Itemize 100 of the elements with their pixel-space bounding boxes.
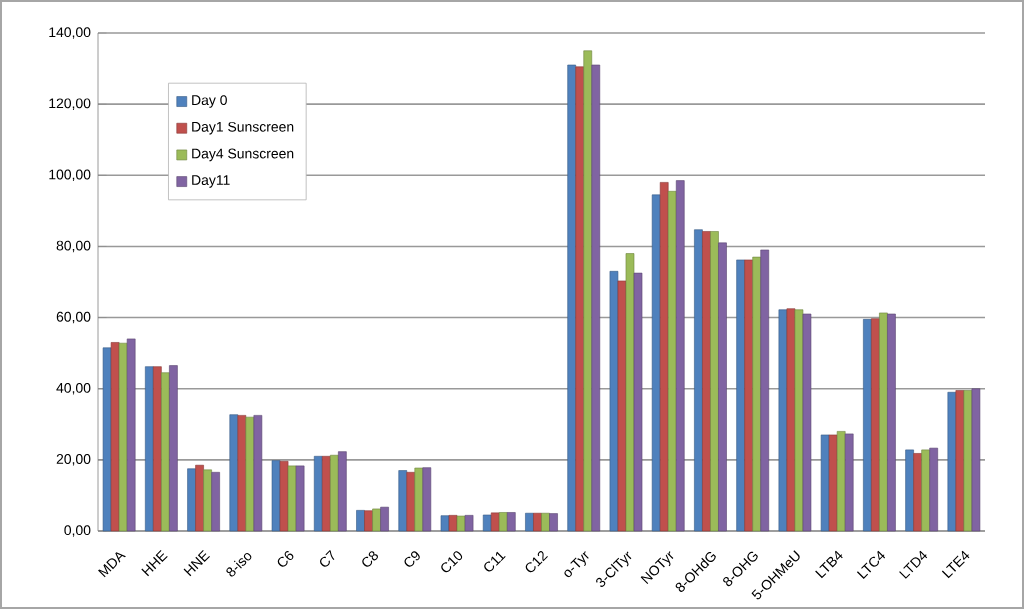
bar [313, 455, 323, 532]
bar [372, 508, 381, 532]
bar [659, 181, 669, 532]
bar [913, 453, 922, 532]
bar [525, 512, 534, 532]
x-tick-label: C12 [525, 551, 548, 573]
y-tick-label: 100,00 [49, 169, 91, 181]
bar [718, 242, 727, 532]
y-tick-label: 140,00 [49, 27, 91, 39]
bar [271, 460, 281, 532]
bar [287, 465, 297, 532]
bar [591, 64, 601, 532]
bar [802, 313, 812, 532]
bar [102, 347, 112, 532]
bar [844, 433, 854, 532]
x-tick-label: C8 [362, 551, 378, 567]
bar [828, 434, 838, 532]
bar [794, 309, 804, 532]
y-tick-label: 120,00 [49, 98, 91, 110]
bar [786, 308, 796, 532]
bar [609, 270, 619, 532]
legend-label: Day4 Sunscreen [192, 148, 294, 162]
bar [947, 391, 957, 532]
bar [506, 512, 516, 532]
bar [253, 414, 263, 532]
bar [921, 449, 930, 532]
bar [887, 313, 896, 532]
bar [836, 430, 846, 532]
bar [694, 229, 703, 532]
bar [971, 388, 981, 532]
bar [364, 510, 373, 532]
bar [203, 469, 212, 532]
y-tick-label: 60,00 [56, 311, 91, 324]
bar [863, 318, 872, 532]
bar [871, 318, 880, 532]
bar [398, 470, 408, 532]
bar [126, 338, 136, 532]
bar [356, 509, 365, 532]
bar [482, 514, 492, 532]
bar [820, 434, 830, 532]
x-tick-label: C11 [484, 551, 506, 572]
bar [161, 372, 170, 532]
bar [736, 259, 745, 532]
x-tick-label: C10 [441, 551, 463, 573]
bar [406, 471, 416, 532]
legend-label: Day1 Sunscreen [192, 121, 294, 135]
y-tick-label: 80,00 [56, 240, 91, 253]
bar [118, 342, 128, 532]
y-tick-label: 20,00 [56, 454, 91, 466]
bar [541, 512, 550, 532]
bar [211, 471, 220, 532]
bar [169, 365, 178, 532]
bar [490, 512, 500, 532]
bar [549, 513, 558, 532]
bar [625, 253, 635, 532]
bar [229, 414, 239, 532]
y-tick-label: 0,00 [64, 525, 91, 537]
bar [617, 280, 627, 532]
bar [929, 447, 938, 532]
bar [533, 512, 542, 532]
x-tick-label: C9 [404, 551, 420, 567]
bar [279, 460, 289, 532]
bar [195, 464, 204, 532]
bar [778, 309, 788, 532]
bar [380, 506, 389, 532]
bar [110, 342, 120, 532]
bar [905, 449, 914, 532]
bar [414, 467, 424, 532]
bar [498, 512, 508, 532]
bar [422, 467, 432, 532]
bar [145, 366, 154, 532]
bar [752, 256, 762, 532]
bar [963, 390, 973, 532]
legend-label: Day11 [192, 175, 230, 188]
legend-label: Day 0 [192, 95, 227, 108]
bar [710, 231, 719, 532]
bar [440, 515, 450, 532]
x-tick-label: C6 [277, 550, 294, 567]
bar [667, 190, 677, 532]
bar [744, 259, 753, 532]
bar [338, 451, 347, 532]
bar [583, 50, 593, 532]
bar [330, 454, 339, 532]
bar [237, 414, 247, 532]
bar [153, 366, 162, 532]
x-tick-label: C7 [320, 549, 335, 567]
bar [321, 455, 331, 532]
bar [464, 514, 474, 532]
y-tick-label: 40,00 [56, 382, 91, 395]
bar [675, 180, 685, 532]
bar [245, 416, 255, 532]
bar [295, 465, 305, 532]
bar [955, 390, 965, 532]
bar [575, 66, 585, 532]
bar [702, 231, 711, 532]
bar [187, 468, 196, 532]
bar [448, 514, 458, 532]
bar [760, 249, 770, 532]
bar [567, 64, 577, 532]
bar [633, 272, 643, 532]
